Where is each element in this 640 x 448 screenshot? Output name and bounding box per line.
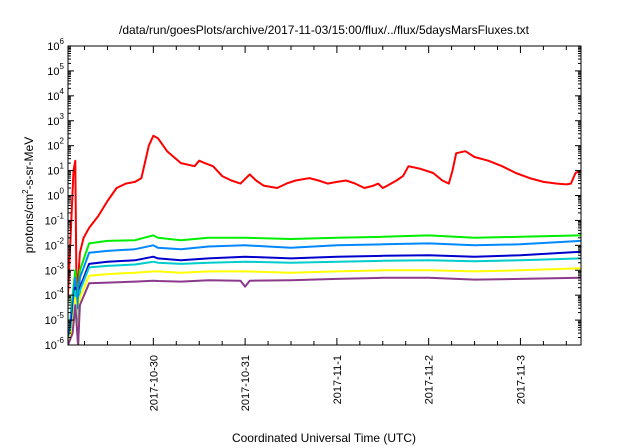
x-tick-label: 2017-11-2 (424, 355, 436, 404)
series-line-3 (68, 239, 581, 345)
y-tick-label: 100 (47, 187, 64, 203)
x-tick-label: 2017-10-30 (148, 355, 160, 411)
x-tick-label: 2017-11-3 (515, 355, 527, 404)
y-tick-label: 10-2 (45, 236, 65, 252)
x-tick-label: 2017-10-31 (240, 355, 252, 411)
y-tick-label: 106 (47, 37, 64, 53)
y-tick-label: 104 (47, 87, 64, 103)
series-line-1 (68, 134, 581, 297)
series-line-2 (68, 234, 581, 345)
y-axis-label: protons/cm2-s-sr-MeV (21, 137, 36, 253)
chart-title: /data/run/goesPlots/archive/2017-11-03/1… (119, 23, 530, 37)
y-tick-label: 103 (47, 112, 64, 128)
y-tick-label: 105 (47, 62, 64, 78)
y-tick-label: 10-1 (45, 211, 65, 227)
y-tick-label: 101 (47, 162, 64, 178)
y-tick-label: 10-5 (45, 311, 65, 327)
y-tick-label: 10-3 (45, 261, 65, 277)
y-tick-label: 10-4 (45, 286, 65, 302)
plot-frame (67, 45, 582, 346)
tick-layer: 10-6 10-5 10-4 10-3 10-2 10-1 100 101 102 103 104 1… (45, 37, 581, 411)
x-axis-label: Coordinated Universal Time (UTC) (232, 431, 416, 445)
series-line-7 (68, 276, 581, 345)
y-tick-label: 102 (47, 137, 64, 153)
x-tick-label: 2017-11-1 (332, 355, 344, 404)
series-line-4 (68, 250, 581, 345)
series-layer (68, 134, 581, 345)
y-tick-label: 10-6 (45, 336, 65, 352)
